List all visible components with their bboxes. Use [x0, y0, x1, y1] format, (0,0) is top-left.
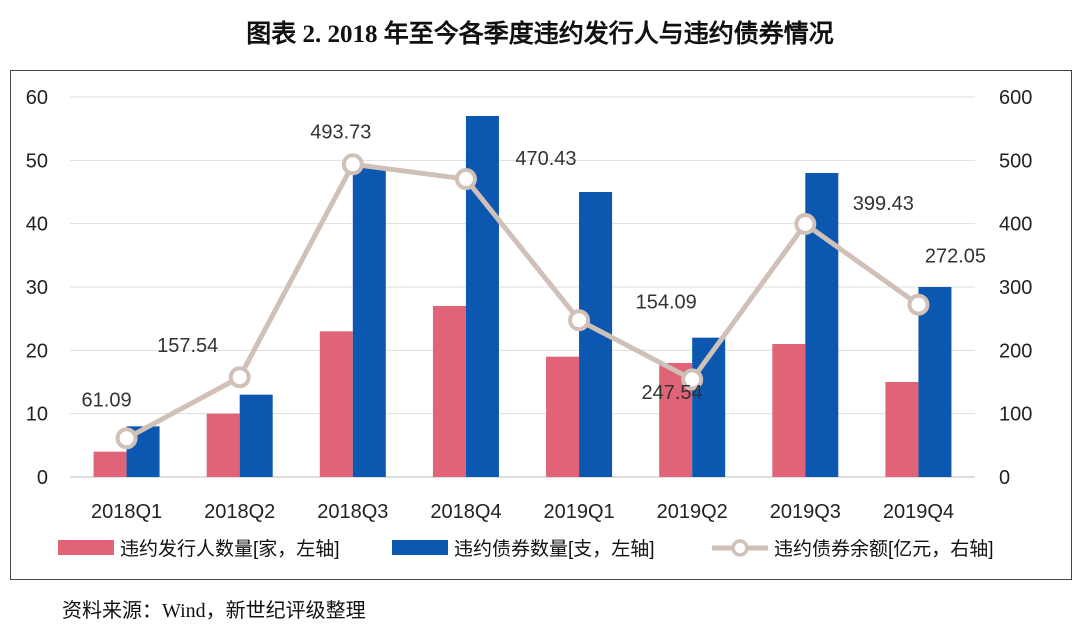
bar-issuers [772, 344, 806, 477]
y-right-tick-label: 200 [999, 340, 1032, 362]
bar-issuers [885, 382, 919, 477]
y-left-tick-label: 40 [26, 214, 48, 236]
y-left-tick-label: 10 [26, 404, 48, 426]
balance-data-label: 61.09 [82, 389, 132, 411]
legend-swatch [392, 540, 448, 555]
balance-data-label: 493.73 [310, 121, 371, 143]
x-category-label: 2019Q1 [543, 501, 614, 523]
y-right-tick-label: 600 [999, 87, 1032, 109]
legend-label: 违约债券数量[支，左轴] [454, 538, 655, 560]
y-right-tick-label: 300 [999, 277, 1032, 299]
legend-label: 违约发行人数量[家，左轴] [120, 538, 340, 560]
bar-bonds [352, 166, 386, 477]
balance-line [125, 161, 920, 441]
balance-data-label: 247.54 [641, 382, 702, 404]
bar-issuers [432, 306, 466, 477]
balance-point [681, 368, 704, 391]
balance-point [115, 427, 138, 450]
balance-data-label: 154.09 [636, 291, 697, 313]
balance-data-label: 157.54 [157, 335, 218, 357]
balance-data-label: 399.43 [853, 193, 914, 215]
bar-bonds [239, 394, 273, 477]
balance-point [907, 293, 930, 316]
balance-point [794, 213, 817, 236]
y-left-tick-label: 50 [26, 150, 48, 172]
legend-swatch [58, 540, 114, 555]
bar-issuers [206, 413, 240, 477]
balance-point [454, 168, 477, 191]
legend-marker [731, 539, 749, 557]
y-left-tick-label: 60 [26, 87, 48, 109]
y-right-tick-label: 100 [999, 404, 1032, 426]
balance-point [341, 153, 364, 176]
balance-data-label: 470.43 [515, 148, 576, 170]
legend-label: 违约债券余额[亿元，右轴] [774, 538, 994, 560]
x-category-label: 2019Q4 [883, 501, 954, 523]
bar-issuers [93, 451, 127, 477]
x-category-label: 2018Q1 [91, 501, 162, 523]
y-right-tick-label: 500 [999, 150, 1032, 172]
bar-issuers [319, 331, 353, 477]
x-category-label: 2018Q2 [204, 501, 275, 523]
bar-issuers [546, 356, 580, 477]
bar-bonds [918, 287, 952, 477]
balance-point [228, 366, 251, 389]
y-right-tick-label: 400 [999, 214, 1032, 236]
balance-data-label: 272.05 [925, 246, 986, 268]
x-category-label: 2018Q3 [317, 501, 388, 523]
figure-title: 图表 2. 2018 年至今各季度违约发行人与违约债券情况 [246, 21, 834, 48]
y-right-tick-label: 0 [999, 467, 1010, 489]
x-category-label: 2018Q4 [430, 501, 501, 523]
y-left-tick-label: 20 [26, 340, 48, 362]
y-left-tick-label: 0 [37, 467, 48, 489]
chart-frame [10, 70, 1072, 580]
x-category-label: 2019Q2 [657, 501, 728, 523]
x-category-label: 2019Q3 [770, 501, 841, 523]
balance-point [568, 309, 591, 332]
y-left-tick-label: 30 [26, 277, 48, 299]
source-note: 资料来源：Wind，新世纪评级整理 [62, 600, 366, 622]
